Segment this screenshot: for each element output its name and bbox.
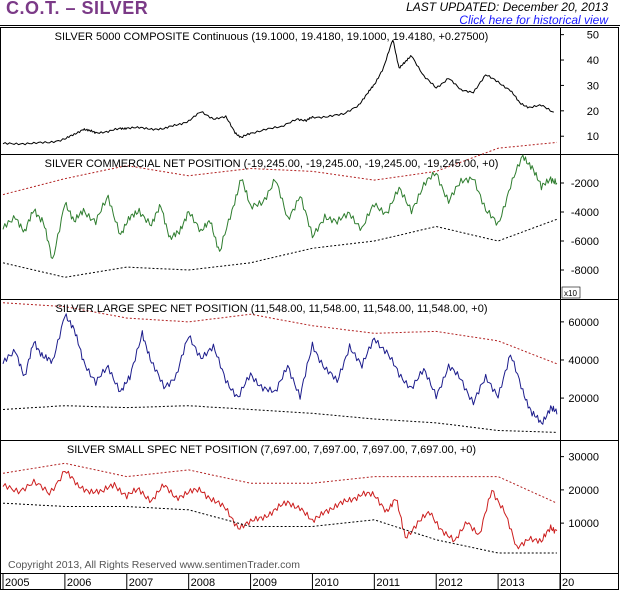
series-band_bottom [2,502,557,554]
copyright-text: Copyright 2013, All Rights Reserved www.… [8,559,300,571]
series-band_bottom [2,218,558,278]
x-tick-label: 2009 [253,577,277,589]
series-price [2,39,554,146]
x-tick-label: 2007 [129,577,153,589]
series-band_top [2,462,558,504]
header-divider [0,25,620,26]
x-tick-label: 2008 [191,577,215,589]
panel-title: SILVER COMMERCIAL NET POSITION (-19,245.… [45,158,499,170]
series-band_top [2,302,558,365]
x-tick-label: 2006 [67,577,91,589]
y-tick-label: 10 [587,131,599,143]
x-tick-label: 2005 [5,577,29,589]
y-tick-label: 60000 [568,317,599,329]
chart-frame [0,27,619,590]
y-tick-label: 30000 [568,452,599,464]
x-tick-label: 20 [562,577,574,589]
y-tick-label: 20 [587,106,599,118]
y-tick-label: -2000 [571,178,599,190]
y-tick-label: 40000 [568,355,599,367]
panel-title: SILVER LARGE SPEC NET POSITION (11,548.0… [56,303,488,315]
page-title: C.O.T. – SILVER [6,0,149,18]
y-tick-label: 50 [587,30,599,42]
series-small_spec [2,470,558,550]
y-tick-label: -4000 [571,207,599,219]
x-tick-label: 2012 [438,577,462,589]
y-tick-label: 20000 [568,393,599,405]
y-tick-label: -8000 [571,265,599,277]
y-tick-label: -6000 [571,236,599,248]
series-commercial [2,154,558,259]
y-tick-label: 20000 [568,485,599,497]
x-tick-label: 2011 [376,577,400,589]
multiplier-label: x10 [564,289,577,298]
y-tick-label: 10000 [568,518,599,530]
multiplier-box [561,286,581,299]
x-tick-label: 2010 [314,577,338,589]
y-tick-label: 40 [587,55,599,67]
last-updated: LAST UPDATED: December 20, 2013 [406,0,608,14]
series-band_top [2,141,557,196]
x-tick-label: 2013 [500,577,524,589]
series-band_bottom [2,405,557,433]
panel-title: SILVER SMALL SPEC NET POSITION (7,697.00… [67,444,476,456]
panel-title: SILVER 5000 COMPOSITE Continuous (19.100… [55,31,489,43]
series-large_spec [2,313,558,425]
historical-view-link[interactable]: Click here for historical view [459,13,608,27]
y-tick-label: 30 [587,80,599,92]
